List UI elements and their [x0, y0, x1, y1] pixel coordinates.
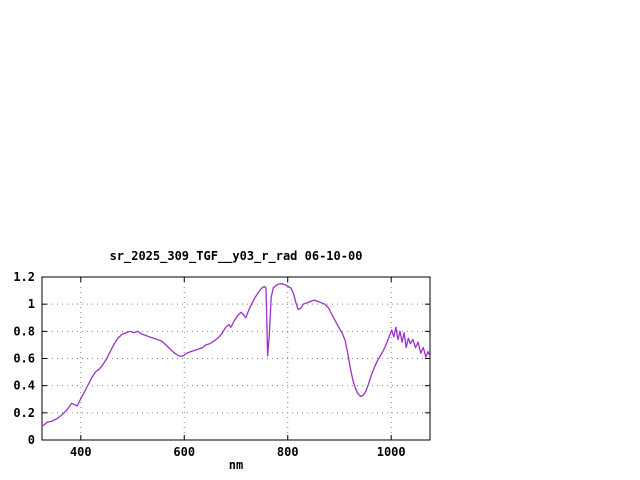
x-axis-label: nm — [228, 458, 244, 472]
x-tick-label: 600 — [173, 445, 195, 459]
x-tick-label: 800 — [277, 445, 299, 459]
y-tick-label: 0.6 — [13, 352, 35, 366]
plot-border — [41, 276, 431, 441]
y-tick-label: 0.4 — [13, 379, 35, 393]
series-line — [41, 283, 431, 427]
x-tick-label: 400 — [70, 445, 92, 459]
y-tick-label: 0 — [28, 433, 35, 447]
y-tick-label: 1 — [28, 297, 35, 311]
chart-title: sr_2025_309_TGF__y03_r_rad 06-10-00 — [109, 249, 363, 263]
x-tick-label: 1000 — [377, 445, 406, 459]
y-tick-label: 0.2 — [13, 406, 35, 420]
y-tick-label: 1.2 — [13, 270, 35, 284]
y-tick-label: 0.8 — [13, 324, 35, 338]
